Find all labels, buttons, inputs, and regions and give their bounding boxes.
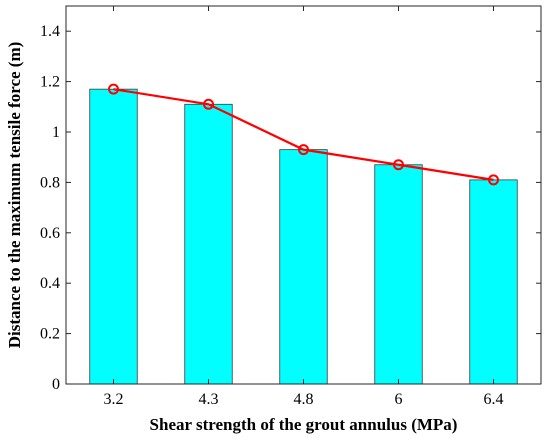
bar-6	[374, 164, 423, 385]
y-tick-label: 0.6	[40, 225, 60, 242]
bar-4.8	[279, 149, 328, 385]
y-axis-title: Distance to the maximum tensile force (m…	[5, 42, 24, 349]
y-tick-label: 0.2	[40, 326, 60, 343]
x-tick-label: 4.3	[199, 391, 219, 408]
y-tick-label: 0.4	[40, 275, 60, 292]
bar-4.3	[184, 103, 233, 385]
y-tick-label: 1.2	[40, 74, 60, 91]
x-axis: 3.2 4.3 4.8 6 6.4	[104, 6, 504, 408]
x-tick-label: 6	[395, 391, 403, 408]
line-point-3.2	[108, 83, 119, 95]
x-tick-label: 6.4	[484, 391, 504, 408]
x-axis-title: Shear strength of the grout annulus (MPa…	[150, 415, 458, 434]
y-axis: 0 0.2 0.4 0.6 0.8 1 1.2 1.4	[40, 23, 541, 393]
x-tick-label: 3.2	[104, 391, 124, 408]
y-tick-label: 0.8	[40, 174, 60, 191]
line-series	[108, 83, 499, 186]
y-tick-label: 1	[52, 124, 60, 141]
bar-6.4	[469, 179, 518, 385]
y-tick-label: 1.4	[40, 23, 60, 40]
trend-line	[113, 88, 494, 181]
line-point-6.4	[488, 174, 499, 186]
bar-3.2	[89, 88, 138, 385]
line-point-4.8	[298, 144, 309, 156]
line-point-6	[393, 159, 404, 171]
bars-group	[89, 88, 518, 385]
x-tick-label: 4.8	[294, 391, 314, 408]
line-point-4.3	[203, 98, 214, 110]
y-tick-label: 0	[52, 376, 60, 393]
